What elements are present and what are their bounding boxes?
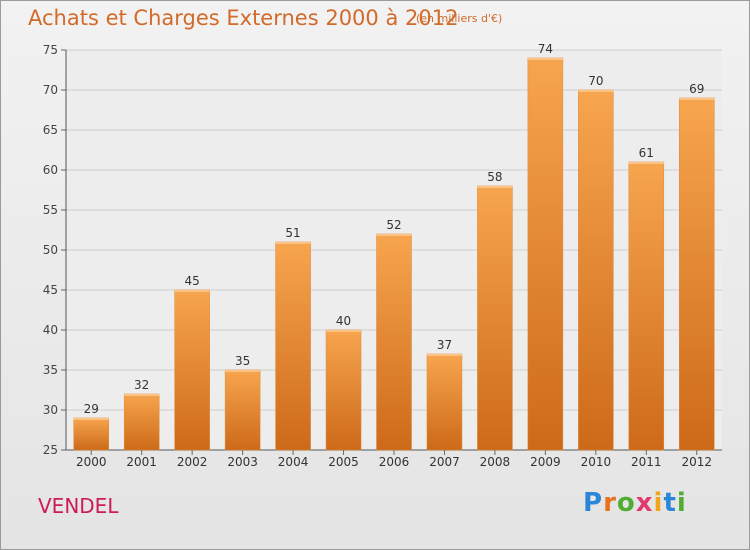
x-tick-label: 2002 <box>177 455 208 469</box>
x-tick-label: 2009 <box>530 455 561 469</box>
bar <box>224 369 261 451</box>
x-tick-label: 2001 <box>126 455 157 469</box>
x-tick-label: 2004 <box>278 455 309 469</box>
logo-letter: o <box>616 488 636 518</box>
bar <box>376 233 412 451</box>
y-tick-label: 60 <box>43 163 58 177</box>
bar <box>628 161 665 451</box>
data-label: 51 <box>285 226 300 240</box>
bar <box>325 329 362 451</box>
y-tick-label: 25 <box>43 443 58 457</box>
x-tick-label: 2012 <box>681 455 712 469</box>
logo-letter: t <box>663 488 677 518</box>
y-tick-label: 75 <box>43 43 58 57</box>
data-label: 58 <box>487 170 502 184</box>
chart-title: Achats et Charges Externes 2000 à 2012 <box>28 6 459 30</box>
data-label: 35 <box>235 354 250 368</box>
y-tick-label: 45 <box>43 283 58 297</box>
bar <box>477 185 513 451</box>
x-tick-label: 2011 <box>631 455 662 469</box>
bar-highlight <box>527 58 563 60</box>
bar-highlight <box>275 242 311 244</box>
bar <box>679 97 715 451</box>
x-tick-label: 2000 <box>76 455 107 469</box>
bar <box>123 393 160 451</box>
data-label: 61 <box>639 146 654 160</box>
bar-highlight <box>679 98 715 100</box>
y-tick-label: 40 <box>43 323 58 337</box>
logo-letter: P <box>583 488 604 518</box>
data-label: 29 <box>84 402 99 416</box>
proxiti-logo[interactable]: Proxiti <box>583 488 687 518</box>
x-tick-label: 2008 <box>480 455 511 469</box>
bar <box>426 353 463 451</box>
bar-highlight <box>174 290 210 292</box>
y-tick-label: 70 <box>43 83 58 97</box>
bar-highlight <box>628 162 664 164</box>
data-label: 40 <box>336 314 351 328</box>
data-label: 69 <box>689 82 704 96</box>
x-tick-label: 2007 <box>429 455 460 469</box>
x-tick-label: 2006 <box>379 455 410 469</box>
y-tick-label: 35 <box>43 363 58 377</box>
bar-highlight <box>426 354 462 356</box>
labels: 25 30 35 40 45 50 55 60 65 70 75 29 2000 32 2001 45 2002… <box>43 42 712 469</box>
bar <box>578 89 614 451</box>
x-tick-label: 2003 <box>227 455 258 469</box>
logo-letter: x <box>635 488 654 518</box>
bar-highlight <box>225 370 261 372</box>
town-name: VENDEL <box>38 494 119 518</box>
chart-subtitle: (en milliers d'€) <box>416 12 503 25</box>
logo-letter: i <box>653 488 664 518</box>
bar-highlight <box>578 90 614 92</box>
y-tick-label: 55 <box>43 203 58 217</box>
bar <box>73 417 109 451</box>
x-tick-label: 2010 <box>581 455 612 469</box>
y-tick-label: 30 <box>43 403 58 417</box>
bar <box>527 57 564 451</box>
logo-letter: i <box>676 488 687 518</box>
bar-highlight <box>376 234 412 236</box>
y-tick-label: 65 <box>43 123 58 137</box>
y-tick-label: 50 <box>43 243 58 257</box>
logo-letter: r <box>603 488 617 518</box>
bar <box>275 241 311 451</box>
x-tick-label: 2005 <box>328 455 359 469</box>
bar-highlight <box>73 418 109 420</box>
bars <box>73 57 715 451</box>
data-label: 32 <box>134 378 149 392</box>
bar-highlight <box>477 186 513 188</box>
data-label: 45 <box>185 274 200 288</box>
data-label: 52 <box>386 218 401 232</box>
bar <box>174 289 210 451</box>
data-label: 37 <box>437 338 452 352</box>
data-label: 74 <box>538 42 553 56</box>
bar-highlight <box>124 394 160 396</box>
bar-highlight <box>326 330 362 332</box>
data-label: 70 <box>588 74 603 88</box>
